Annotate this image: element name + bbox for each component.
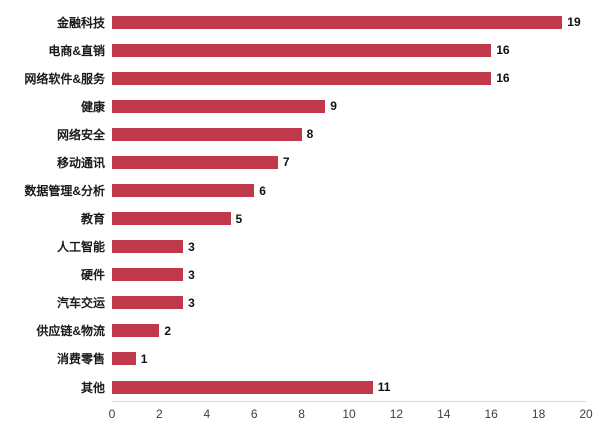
- category-label: 人工智能: [56, 240, 105, 255]
- bar-area: 5: [112, 205, 586, 233]
- bar-area: 3: [112, 289, 586, 317]
- value-label: 1: [140, 351, 148, 366]
- bar: [112, 184, 255, 197]
- x-axis-row: 0 2 4 6 8 10 12 14 16 18 20: [6, 401, 593, 423]
- value-label: 3: [188, 239, 195, 254]
- bar-area: 7: [112, 148, 586, 176]
- x-tick-label: 8: [298, 407, 305, 421]
- x-axis: 0 2 4 6 8 10 12 14 16 18 20: [108, 401, 593, 423]
- bar-row: 供应链&物流 2: [6, 317, 586, 345]
- bars-container: 金融科技 19 电商&直销 16 网络软件&服务 16 健康 9 网络安全 8 移动通讯 7 数据管理&…: [6, 8, 586, 401]
- category-label: 数据管理&分析: [24, 184, 105, 198]
- value-label: 3: [188, 295, 195, 310]
- bar-area: 19: [112, 8, 586, 36]
- bar-row: 人工智能 3: [6, 233, 586, 261]
- bar-area: 3: [112, 233, 586, 261]
- category-label: 金融科技: [56, 15, 105, 30]
- bar: [112, 240, 184, 254]
- value-label: 8: [306, 127, 314, 142]
- category-label: 硬件: [80, 268, 105, 283]
- category-label: 消费零售: [56, 352, 105, 367]
- bar-area: 6: [112, 176, 586, 204]
- bar-row: 教育 5: [6, 205, 586, 233]
- bar: [112, 155, 278, 169]
- bar-area: 1: [112, 345, 586, 373]
- category-label: 网络安全: [56, 127, 105, 142]
- bar-area: 8: [112, 120, 586, 148]
- value-label: 5: [235, 211, 243, 226]
- bar-row: 汽车交运 3: [6, 289, 586, 317]
- bar-row: 硬件 3: [6, 261, 586, 289]
- category-label: 健康: [80, 99, 105, 114]
- x-tick-label: 2: [156, 407, 163, 421]
- value-label: 7: [282, 155, 290, 170]
- x-tick-label: 4: [203, 407, 211, 421]
- category-label: 教育: [80, 212, 105, 227]
- x-tick-label: 0: [108, 407, 116, 421]
- value-label: 9: [330, 99, 337, 114]
- bar: [112, 324, 160, 338]
- bar-row: 网络软件&服务 16: [6, 64, 586, 92]
- bar-area: 9: [112, 92, 586, 120]
- bar: [112, 380, 373, 394]
- value-label: 19: [567, 15, 581, 30]
- bar-row: 健康 9: [6, 92, 586, 120]
- bar: [112, 127, 302, 141]
- x-tick-label: 18: [531, 407, 546, 421]
- category-label: 其他: [80, 380, 105, 395]
- bar-row: 网络安全 8: [6, 120, 586, 148]
- x-tick-label: 6: [250, 407, 258, 421]
- x-tick-label: 16: [484, 407, 498, 421]
- category-label: 电商&直销: [48, 43, 105, 58]
- bar: [112, 99, 326, 113]
- bar: [112, 15, 563, 29]
- bar-row: 金融科技 19: [6, 8, 586, 36]
- bar-row: 电商&直销 16: [6, 36, 586, 64]
- bar-area: 16: [112, 64, 586, 92]
- bar: [112, 268, 184, 282]
- category-label: 移动通讯: [56, 155, 105, 170]
- value-label: 16: [496, 71, 510, 86]
- bar: [112, 71, 492, 85]
- category-label: 汽车交运: [56, 296, 105, 311]
- value-label: 3: [188, 267, 195, 282]
- bar-area: 16: [112, 36, 586, 64]
- bar-area: 11: [112, 373, 586, 401]
- x-tick-label: 12: [389, 407, 404, 421]
- x-tick-label: 14: [437, 407, 451, 421]
- bar: [112, 212, 231, 226]
- axis-spacer: [6, 401, 112, 423]
- bar: [112, 43, 492, 57]
- value-label: 11: [377, 380, 391, 395]
- value-label: 16: [496, 43, 510, 58]
- bar: [112, 352, 136, 366]
- bar-area: 2: [112, 317, 586, 345]
- bar-row: 数据管理&分析 6: [6, 176, 586, 204]
- x-tick-label: 10: [342, 407, 356, 421]
- value-label: 6: [259, 183, 266, 198]
- bar-row: 消费零售 1: [6, 345, 586, 373]
- bar-row: 移动通讯 7: [6, 148, 586, 176]
- bar: [112, 296, 184, 310]
- bar-area: 3: [112, 261, 586, 289]
- x-tick-label: 20: [579, 407, 593, 421]
- bar-row: 其他 11: [6, 373, 586, 401]
- category-label: 供应链&物流: [36, 324, 105, 339]
- category-label: 网络软件&服务: [24, 71, 105, 86]
- value-label: 2: [164, 323, 172, 338]
